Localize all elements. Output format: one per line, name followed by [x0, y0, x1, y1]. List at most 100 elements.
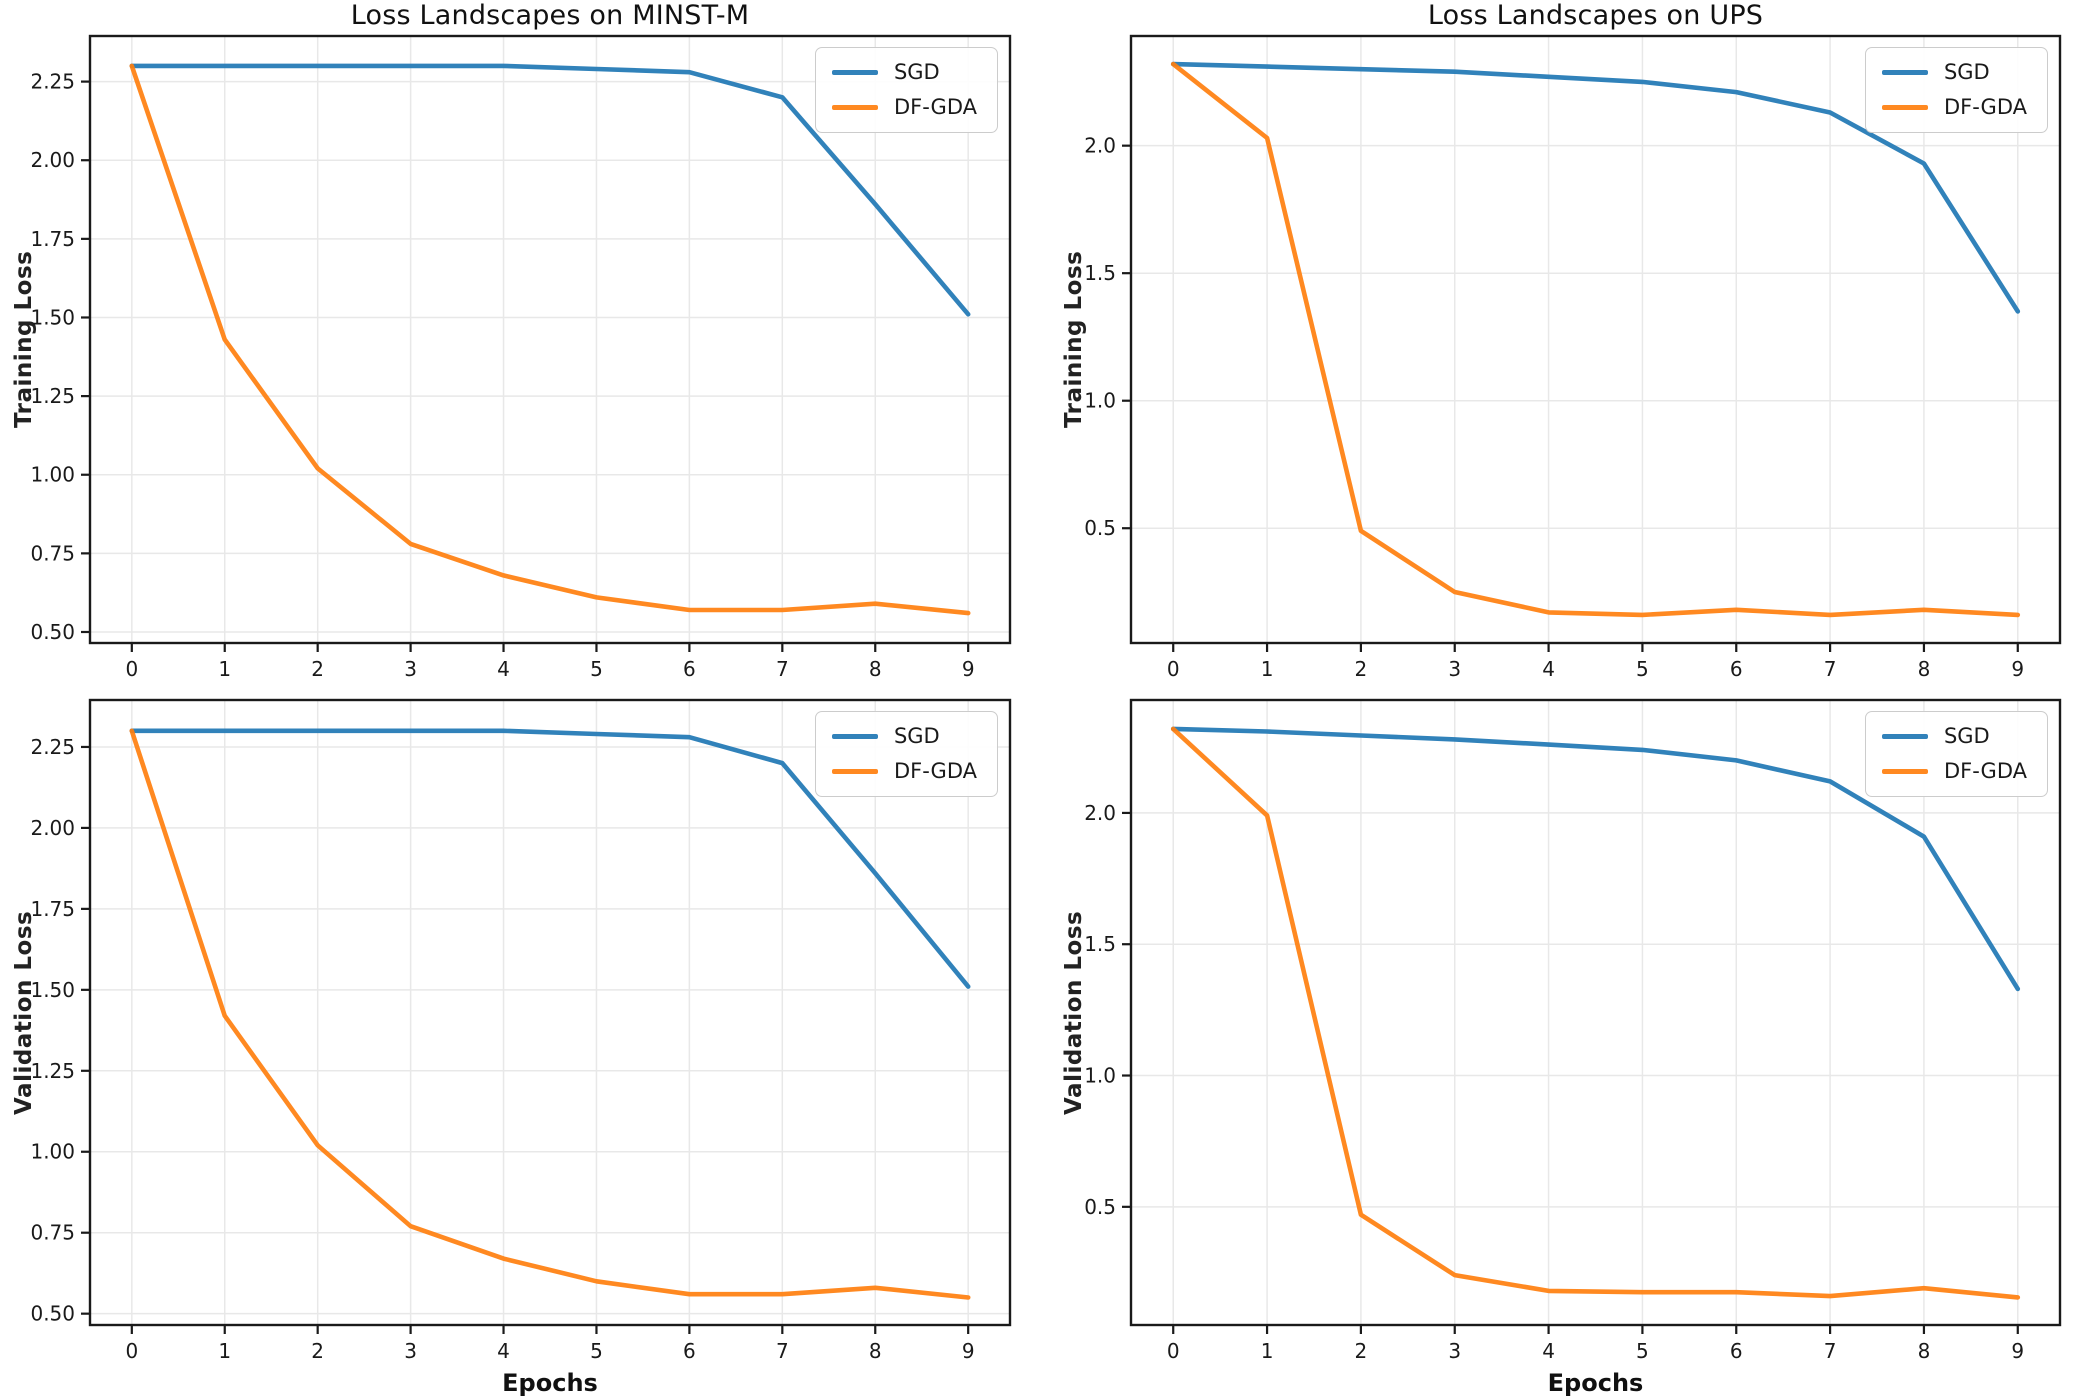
x-tick-label: 1 [218, 657, 231, 681]
legend-item-sgd: SGD [831, 724, 977, 748]
legend-label: DF-GDA [893, 95, 977, 120]
legend-label: DF-GDA [1943, 95, 2027, 120]
x-axis-label: Epochs [502, 1369, 598, 1397]
x-tick-label: 9 [962, 657, 975, 681]
y-tick-label: 1.0 [1084, 1064, 1116, 1088]
y-tick-label: 1.5 [1084, 932, 1116, 956]
x-tick-label: 7 [1824, 1339, 1837, 1363]
x-tick-label: 9 [962, 1339, 975, 1363]
legend-label: DF-GDA [1943, 759, 2027, 784]
sgd-line-swatch [831, 734, 878, 740]
chart-validation-loss-minst-m: Validation Loss 0 1 2 3 4 5 6 7 8 9 0.50 0.75 1.00 1.… [0, 685, 1037, 1397]
legend-label: SGD [1943, 60, 1990, 84]
axes-spines [1129, 698, 2062, 1327]
legend-item-df-gda: DF-GDA [831, 95, 977, 120]
y-tick-label: 1.25 [30, 384, 75, 408]
df-gda-line-swatch [831, 769, 878, 775]
legend-item-df-gda: DF-GDA [1881, 95, 2027, 120]
df-gda-line [129, 63, 971, 616]
y-tick-label: 1.50 [30, 978, 75, 1002]
sgd-line [1170, 726, 2021, 992]
y-tick-label: 1.0 [1084, 389, 1116, 413]
x-tick-label: 3 [404, 657, 417, 681]
x-tick-label: 3 [1448, 1339, 1461, 1363]
y-tick-label: 0.5 [1084, 516, 1116, 540]
legend-label: SGD [893, 724, 940, 748]
y-tick-label: 1.25 [30, 1059, 75, 1083]
y-tick-label: 1.00 [30, 1140, 75, 1164]
x-tick-label: 0 [1167, 1339, 1180, 1363]
plot-area: 0 1 2 3 4 5 6 7 8 9 0.5 1.0 1.5 2.0 [1084, 698, 2062, 1363]
sgd-line [129, 728, 971, 989]
sgd-line-swatch [831, 70, 878, 76]
y-tick-label: 2.0 [1084, 801, 1116, 825]
x-tick-label: 5 [590, 1339, 603, 1363]
x-tick-label: 0 [125, 657, 138, 681]
x-tick-label: 8 [1918, 657, 1931, 681]
sgd-line-swatch [1881, 734, 1928, 740]
x-tick-label: 8 [1918, 1339, 1931, 1363]
y-tick-label: 0.5 [1084, 1195, 1116, 1219]
x-tick-label: 8 [869, 657, 882, 681]
x-tick-label: 0 [1167, 657, 1180, 681]
sgd-line-swatch [1881, 70, 1928, 76]
y-tick-label: 0.75 [30, 541, 75, 565]
x-tick-label: 2 [311, 1339, 324, 1363]
x-tick-label: 3 [1448, 657, 1461, 681]
legend: SGD DF-GDA [1864, 711, 2048, 798]
x-tick-label: 5 [1636, 1339, 1649, 1363]
y-tick-label: 1.00 [30, 463, 75, 487]
x-tick-label: 6 [683, 1339, 696, 1363]
legend-item-sgd: SGD [1881, 724, 2027, 748]
x-tick-label: 1 [1261, 1339, 1274, 1363]
x-tick-label: 8 [869, 1339, 882, 1363]
y-tick-label: 2.0 [1084, 134, 1116, 158]
y-tick-label: 0.50 [30, 1302, 75, 1326]
x-tick-label: 4 [497, 657, 510, 681]
plot-area: 0 1 2 3 4 5 6 7 8 9 0.50 0.75 1.00 1.25 1.50 1.75 2.00 2.… [30, 34, 1012, 681]
y-tick-label: 1.5 [1084, 261, 1116, 285]
x-tick-label: 5 [1636, 657, 1649, 681]
y-tick-label: 0.75 [30, 1221, 75, 1245]
x-axis-label: Epochs [1547, 1369, 1644, 1397]
x-tick-label: 2 [1355, 657, 1368, 681]
chart-title: Loss Landscapes on MINST-M [350, 0, 750, 31]
x-tick-label: 7 [776, 1339, 789, 1363]
legend-item-sgd: SGD [831, 60, 977, 84]
chart-training-loss-minst-m: Loss Landscapes on MINST-M Training Loss… [0, 0, 1037, 685]
plot-area: 0 1 2 3 4 5 6 7 8 9 0.50 0.75 1.00 1.25 1.50 1.75 2.00 2.… [30, 698, 1012, 1363]
df-gda-line-swatch [831, 105, 878, 111]
df-gda-line [1170, 61, 2021, 618]
x-tick-label: 4 [1542, 1339, 1555, 1363]
legend: SGD DF-GDA [1864, 47, 2048, 134]
plot-area: 0 1 2 3 4 5 6 7 8 9 0.5 1.0 1.5 2.0 [1084, 34, 2062, 681]
y-tick-label: 1.75 [30, 897, 75, 921]
df-gda-line [129, 728, 971, 1300]
sgd-line [1170, 61, 2021, 314]
y-tick-label: 1.75 [30, 227, 75, 251]
df-gda-line [1170, 726, 2021, 1300]
legend-label: SGD [893, 60, 940, 84]
x-tick-label: 9 [2011, 1339, 2024, 1363]
sgd-line [129, 63, 971, 317]
x-tick-label: 9 [2011, 657, 2024, 681]
x-tick-label: 7 [1824, 657, 1837, 681]
x-tick-label: 6 [1730, 657, 1743, 681]
y-tick-label: 2.25 [30, 70, 75, 94]
legend-label: SGD [1943, 724, 1990, 748]
axes-spines [88, 34, 1012, 645]
y-tick-label: 2.00 [30, 148, 75, 172]
chart-title: Loss Landscapes on UPS [1427, 0, 1764, 31]
y-tick-label: 2.25 [30, 735, 75, 759]
x-tick-label: 3 [404, 1339, 417, 1363]
legend-item-df-gda: DF-GDA [831, 759, 977, 783]
x-tick-label: 6 [683, 657, 696, 681]
x-tick-label: 6 [1730, 1339, 1743, 1363]
df-gda-line-swatch [1881, 105, 1928, 111]
axes-spines [88, 698, 1012, 1327]
df-gda-line-swatch [1881, 769, 1928, 775]
y-tick-label: 2.00 [30, 816, 75, 840]
axes-spines [1129, 34, 2062, 645]
